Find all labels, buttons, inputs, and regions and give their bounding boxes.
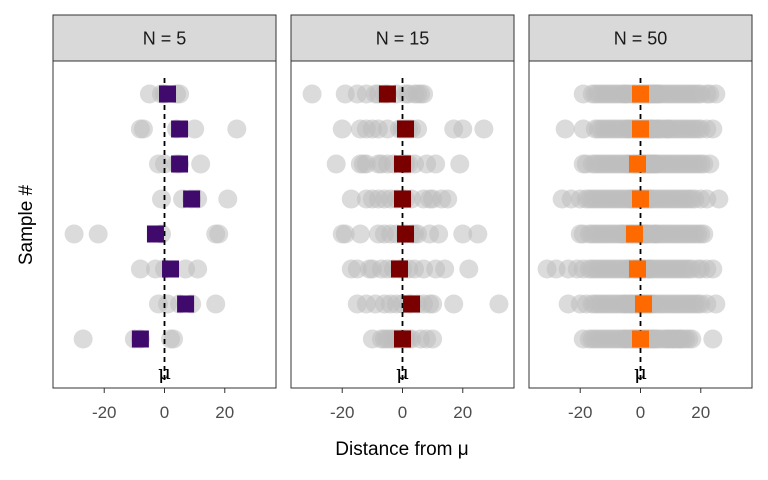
x-tick-label: 0 [398, 403, 407, 422]
sample-point [459, 259, 479, 279]
sample-point [468, 224, 488, 244]
x-tick-label: 20 [691, 403, 710, 422]
x-tick-label: -20 [92, 403, 117, 422]
sample-point [332, 119, 352, 139]
sample-point [429, 224, 449, 244]
sample-mean-marker [177, 295, 195, 313]
sample-point [130, 259, 150, 279]
sample-point [703, 329, 723, 349]
sample-point [555, 119, 575, 139]
sample-mean-marker [131, 330, 149, 348]
facet-panel: N = 15 μ -20 0 20 [290, 14, 515, 422]
sample-mean-marker [159, 85, 177, 103]
facet-strip [290, 14, 515, 62]
x-axis-title: Distance from μ [335, 439, 468, 460]
sample-mean-marker [146, 225, 164, 243]
x-tick-label: 20 [215, 403, 234, 422]
sample-point [450, 154, 470, 174]
sample-point [474, 119, 494, 139]
sample-mean-marker [632, 85, 649, 103]
sample-mean-marker [632, 190, 649, 208]
sample-mean-marker [171, 120, 189, 138]
x-tick-label: 0 [160, 403, 169, 422]
sample-mean-marker [635, 295, 653, 313]
sample-mean-marker [628, 155, 646, 173]
sample-mean-marker [378, 85, 396, 103]
sample-mean-marker [183, 190, 201, 208]
sample-point [88, 224, 108, 244]
sample-point [703, 259, 723, 279]
sample-mean-marker [632, 120, 649, 138]
sample-point [706, 84, 726, 104]
sample-mean-marker [162, 260, 180, 278]
sample-mean-marker [625, 225, 643, 243]
sample-point [444, 294, 464, 314]
sample-point [73, 329, 93, 349]
panels-group: N = 5 μ -20 0 20 N = 15 μ -20 0 20 N = 50 μ -20 0 20 [52, 14, 753, 422]
mu-label: μ [158, 360, 171, 384]
sample-mean-marker [390, 260, 408, 278]
sample-point [227, 119, 247, 139]
sample-mean-marker [397, 225, 415, 243]
sample-point [133, 119, 153, 139]
sample-point [164, 329, 184, 349]
sample-point [700, 154, 720, 174]
sample-mean-marker [403, 295, 421, 313]
y-axis-title: Sample # [16, 184, 37, 265]
sample-point [706, 294, 726, 314]
sample-point [151, 189, 171, 209]
mu-label: μ [634, 360, 647, 384]
sample-mean-marker [628, 260, 646, 278]
sample-mean-marker [394, 155, 411, 173]
sample-point [218, 189, 238, 209]
sample-point [209, 224, 229, 244]
sample-mean-marker [632, 330, 649, 348]
x-tick-label: 20 [453, 403, 472, 422]
mu-label: μ [396, 360, 409, 384]
sample-point [453, 224, 473, 244]
sample-point [350, 224, 370, 244]
sample-point [682, 329, 702, 349]
facet-panel: N = 50 μ -20 0 20 [528, 14, 753, 422]
sample-point [414, 84, 434, 104]
x-tick-label: -20 [568, 403, 593, 422]
sample-point [64, 224, 84, 244]
sample-point [423, 294, 443, 314]
sample-mean-marker [171, 155, 189, 173]
sample-point [206, 294, 226, 314]
sample-mean-marker [394, 330, 411, 348]
facet-strip [52, 14, 277, 62]
sample-point [326, 154, 346, 174]
sample-point [185, 119, 205, 139]
facet-strip-label: N = 5 [143, 29, 187, 49]
sample-point [423, 329, 443, 349]
facet-strip [528, 14, 753, 62]
sample-point [453, 119, 473, 139]
sample-point [426, 154, 446, 174]
sample-point [438, 189, 458, 209]
sample-point [302, 84, 322, 104]
sample-point [188, 259, 208, 279]
sample-mean-marker [397, 120, 415, 138]
x-tick-label: -20 [330, 403, 355, 422]
sample-point [335, 224, 355, 244]
sample-point [709, 189, 729, 209]
sample-point [435, 259, 455, 279]
sample-point [341, 189, 361, 209]
sample-point [694, 224, 714, 244]
x-tick-label: 0 [636, 403, 645, 422]
facet-strip-label: N = 15 [376, 29, 430, 49]
sample-point [191, 154, 211, 174]
facet-strip-label: N = 50 [614, 29, 668, 49]
facet-panel: N = 5 μ -20 0 20 [52, 14, 277, 422]
sample-point [489, 294, 509, 314]
sample-mean-marker [394, 190, 411, 208]
sample-point [703, 119, 723, 139]
